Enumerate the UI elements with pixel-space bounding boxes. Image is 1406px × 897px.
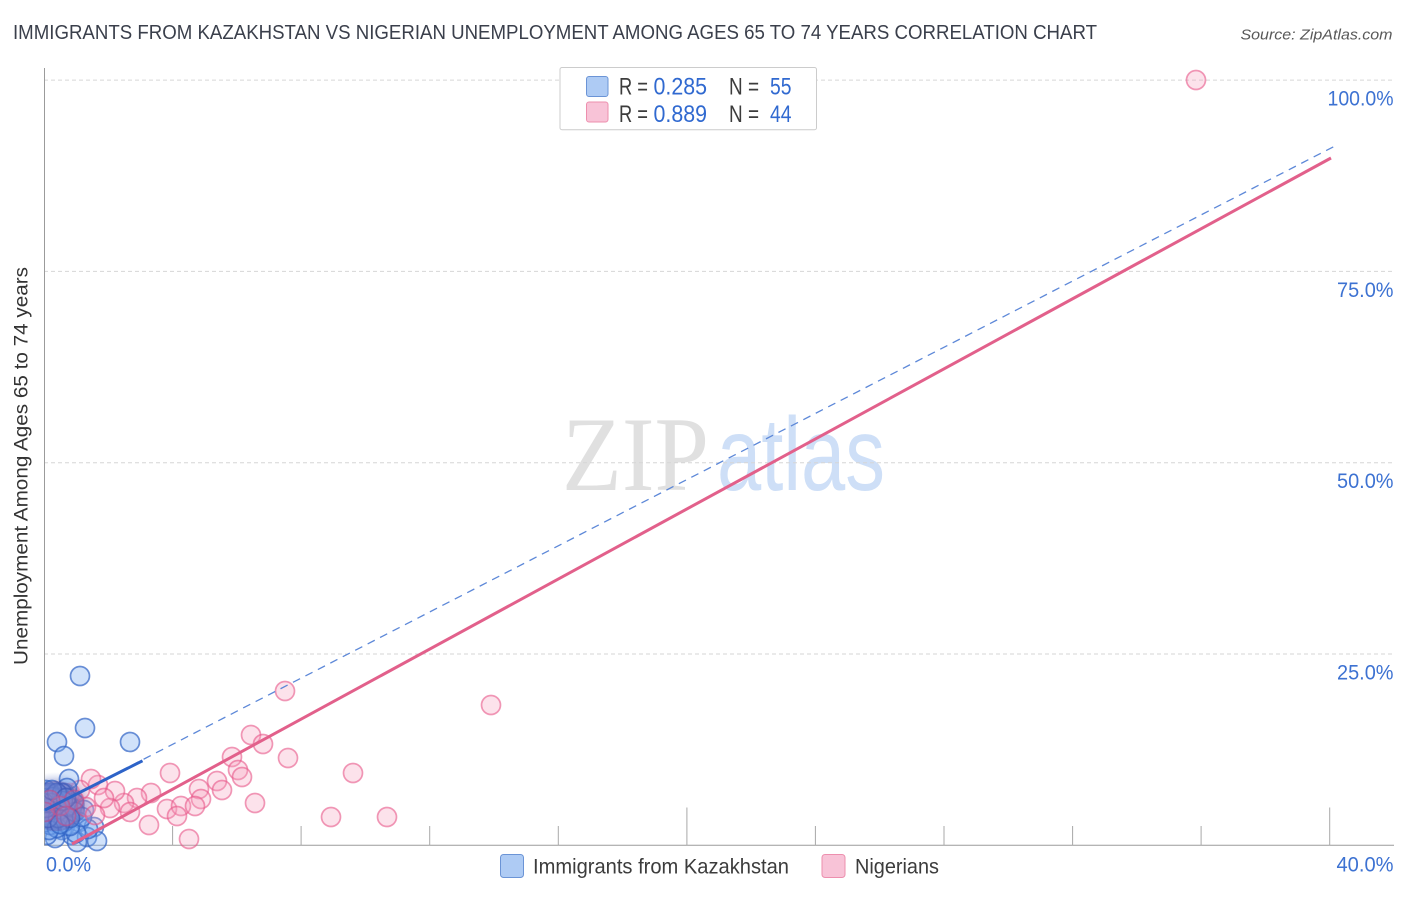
svg-text:25.0%: 25.0% (1337, 661, 1394, 685)
svg-text:Immigrants from Kazakhstan: Immigrants from Kazakhstan (533, 855, 789, 879)
svg-text:R =: R = (619, 101, 648, 128)
svg-text:Nigerians: Nigerians (855, 855, 939, 879)
svg-text:ZIP: ZIP (562, 396, 709, 513)
svg-text:Source: ZipAtlas.com: Source: ZipAtlas.com (1241, 27, 1393, 44)
svg-text:100.0%: 100.0% (1328, 86, 1394, 110)
svg-text:0.889: 0.889 (654, 101, 708, 128)
svg-text:75.0%: 75.0% (1337, 278, 1394, 302)
svg-text:IMMIGRANTS FROM KAZAKHSTAN VS: IMMIGRANTS FROM KAZAKHSTAN VS NIGERIAN U… (13, 21, 1097, 44)
svg-text:55: 55 (770, 74, 792, 101)
svg-text:40.0%: 40.0% (1337, 853, 1394, 877)
svg-text:0.0%: 0.0% (46, 853, 91, 877)
svg-text:0.285: 0.285 (654, 74, 708, 101)
svg-text:N =: N = (729, 101, 759, 128)
svg-text:N =: N = (729, 74, 759, 101)
svg-text:R =: R = (619, 74, 648, 101)
svg-text:Unemployment Among Ages 65 to: Unemployment Among Ages 65 to 74 years (12, 267, 33, 665)
svg-text:50.0%: 50.0% (1337, 469, 1394, 493)
svg-text:44: 44 (770, 101, 792, 128)
